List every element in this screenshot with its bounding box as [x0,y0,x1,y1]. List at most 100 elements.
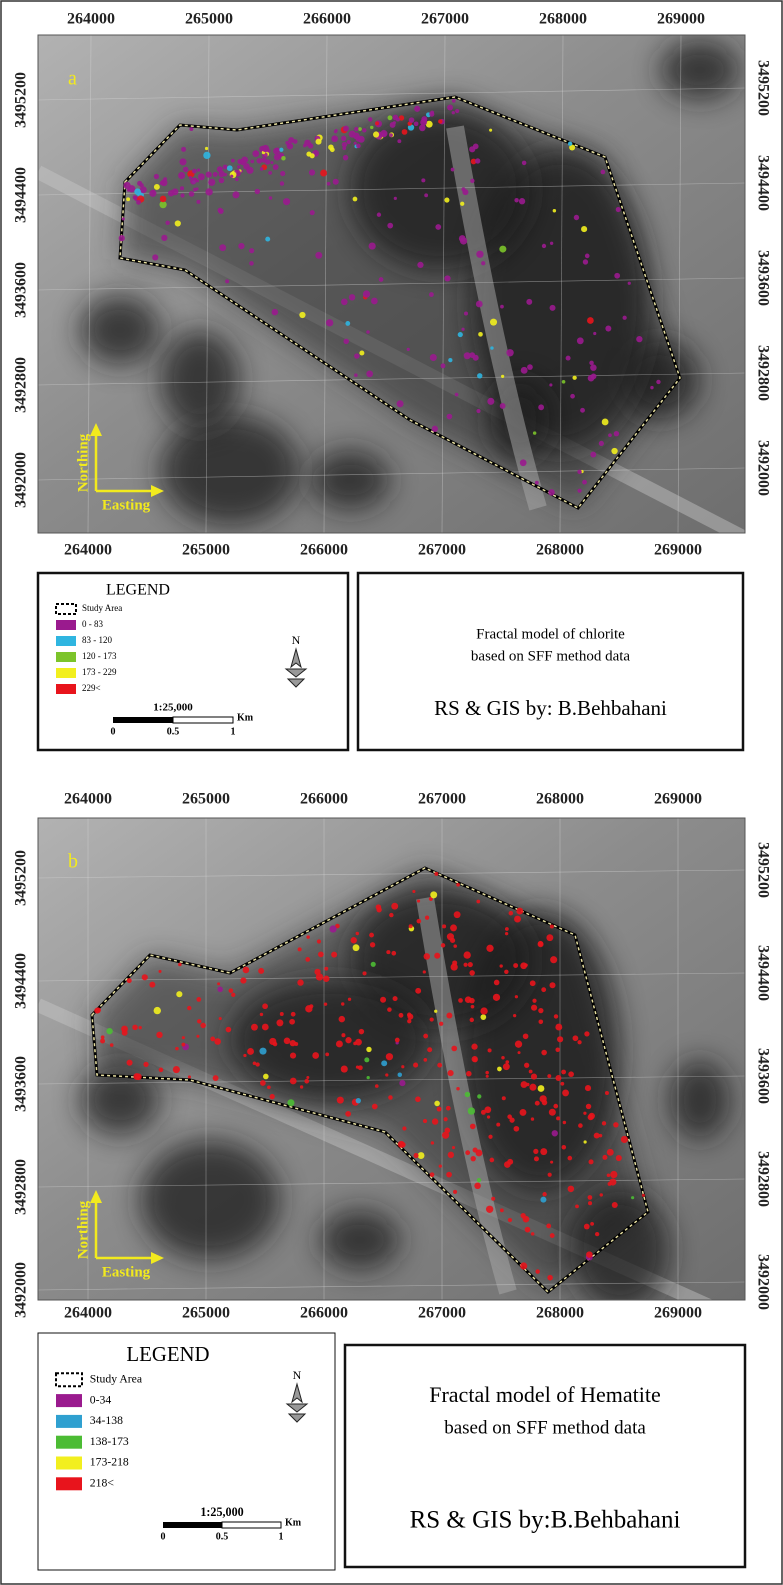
anomaly-dot [605,1091,609,1095]
easting-label: Easting [102,497,151,513]
anomaly-dot [425,916,429,920]
y-coordinate-label: 3493600 [13,1056,30,1112]
anomaly-dot [500,1208,504,1212]
anomaly-dot [441,363,446,368]
anomaly-dot [290,1053,296,1059]
anomaly-dot [218,171,224,177]
anomaly-dot [589,1159,594,1164]
anomaly-dot [432,426,438,432]
y-coordinate-label: 3493600 [13,262,30,318]
caption-line: based on SFF method data [444,1417,646,1438]
anomaly-dot [287,1099,294,1106]
anomaly-dot [188,1075,191,1078]
anomaly-dot [531,1232,535,1236]
anomaly-dot [474,1183,480,1189]
anomaly-dot [95,1007,101,1013]
anomaly-dot [178,172,185,179]
anomaly-dot [616,207,621,212]
anomaly-dot [584,1140,587,1143]
x-coordinate-label: 268000 [539,11,587,28]
x-coordinate-label: 266000 [300,1305,348,1322]
anomaly-dot [549,982,555,988]
x-coordinate-label: 265000 [182,791,230,808]
anomaly-dot [568,1186,575,1193]
anomaly-dot [163,177,167,181]
anomaly-dot [521,367,528,374]
legend-label: 173 - 229 [82,667,117,677]
y-coordinate-label: 3492800 [754,345,771,401]
anomaly-dot [500,305,504,309]
anomaly-dot [469,970,475,976]
anomaly-dot [206,171,212,177]
anomaly-dot [345,321,350,326]
anomaly-dot [270,161,273,164]
anomaly-dot [128,185,135,192]
anomaly-dot [549,1109,556,1116]
anomaly-dot [574,215,579,220]
anomaly-dot [358,127,362,131]
anomaly-dot [187,1006,191,1010]
anomaly-dot [192,169,197,174]
anomaly-dot [280,1012,284,1016]
anomaly-dot [246,167,253,174]
anomaly-dot [588,1114,594,1120]
legend-swatch [56,620,76,630]
anomaly-dot [477,373,482,378]
x-coordinate-label: 264000 [64,791,112,808]
anomaly-dot [379,277,384,282]
anomaly-dot [126,197,130,201]
anomaly-dot [577,1040,581,1044]
anomaly-dot [550,305,556,311]
anomaly-dot [414,106,420,112]
anomaly-dot [568,142,572,146]
anomaly-dot [531,1005,537,1011]
anomaly-dot [397,400,404,407]
anomaly-dot [290,1078,297,1085]
anomaly-dot [375,121,379,125]
anomaly-dot [362,971,366,975]
anomaly-dot [283,198,290,205]
y-coordinate-label: 3492000 [754,1254,771,1310]
anomaly-dot [572,376,576,380]
anomaly-dot [160,196,167,203]
anomaly-dot [385,1073,388,1076]
anomaly-dot [269,1038,276,1045]
anomaly-dot [546,1224,551,1229]
anomaly-dot [312,1052,319,1059]
anomaly-dot [247,1048,254,1055]
anomaly-dot [582,480,587,485]
anomaly-dot [555,1048,559,1052]
y-coordinate-label: 3493600 [754,1048,771,1104]
anomaly-dot [393,121,396,124]
anomaly-dot [577,337,584,344]
anomaly-dot [550,1233,555,1238]
anomaly-dot [226,1027,232,1033]
anomaly-dot [448,358,452,362]
anomaly-dot [514,198,518,202]
anomaly-dot [434,1101,440,1107]
anomaly-dot [139,1026,142,1029]
anomaly-dot [316,139,322,145]
scale-unit: Km [237,712,254,723]
anomaly-dot [520,1213,525,1218]
anomaly-dot [341,298,348,305]
anomaly-dot [642,1194,645,1197]
anomaly-dot [122,1030,128,1036]
anomaly-dot [240,977,246,983]
anomaly-dot [529,1084,536,1091]
anomaly-dot [485,1071,489,1075]
y-coordinate-label: 3492800 [13,357,30,413]
y-coordinate-label: 3493600 [754,250,771,306]
anomaly-dot [354,353,359,358]
anomaly-dot [367,1076,370,1079]
x-coordinate-label: 265000 [185,11,233,28]
anomaly-dot [427,1047,432,1052]
anomaly-dot [454,911,461,918]
anomaly-dot [217,987,223,993]
anomaly-dot [423,1034,428,1039]
legend-swatch [56,1394,82,1407]
anomaly-dot [585,1085,591,1091]
anomaly-dot [438,119,442,123]
y-coordinate-label: 3492000 [754,440,771,496]
anomaly-dot [402,129,408,135]
